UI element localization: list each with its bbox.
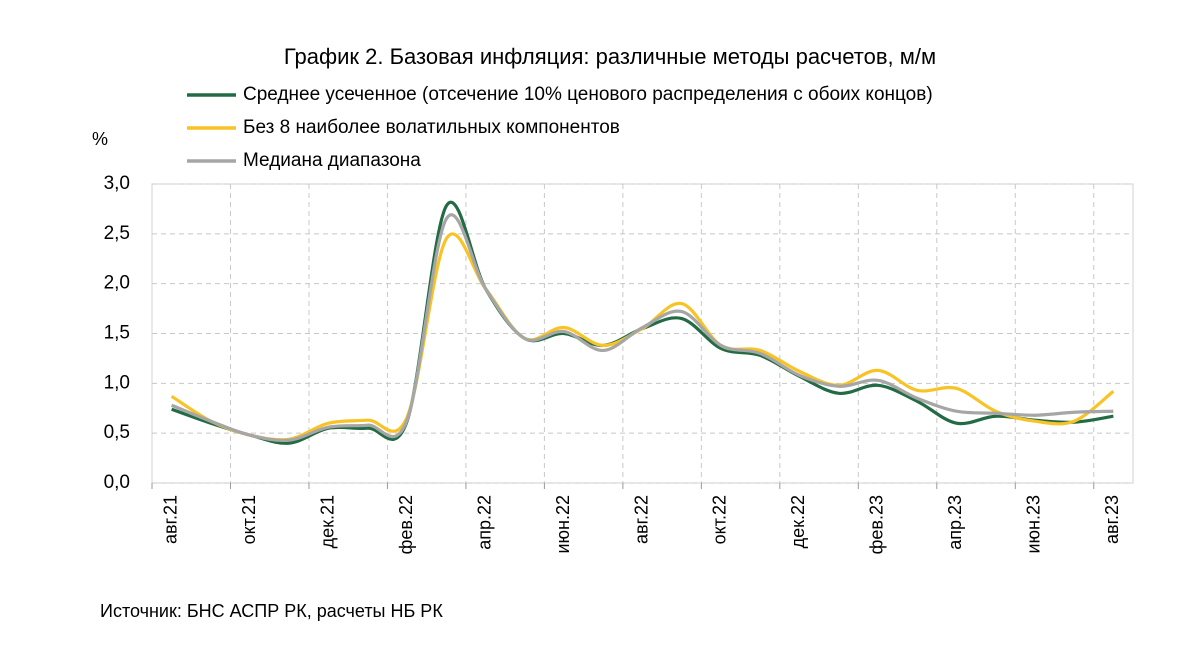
series-line bbox=[171, 200, 1114, 445]
series-line bbox=[170, 232, 1115, 442]
y-tick-label: 1,5 bbox=[104, 323, 130, 344]
x-tick-label: июн.23 bbox=[1024, 495, 1044, 554]
x-tick-label: дек.21 bbox=[317, 495, 337, 548]
x-tick-label: окт.22 bbox=[710, 495, 730, 544]
legend-label: Без 8 наиболее волатильных компонентов bbox=[243, 117, 620, 138]
x-tick-label: окт.21 bbox=[239, 495, 259, 544]
y-tick-label: 3,0 bbox=[104, 173, 130, 194]
x-tick-label: авг.21 bbox=[160, 495, 180, 544]
x-tick-label: авг.22 bbox=[631, 495, 651, 544]
x-tick-label: фев.23 bbox=[867, 495, 887, 554]
x-tick-label: авг.23 bbox=[1102, 495, 1122, 544]
x-tick-label: апр.22 bbox=[474, 495, 494, 550]
y-tick-label: 2,0 bbox=[104, 273, 130, 294]
y-axis-label: % bbox=[92, 129, 108, 149]
legend-label: Среднее усеченное (отсечение 10% ценовог… bbox=[243, 84, 933, 105]
y-tick-label: 1,0 bbox=[104, 372, 130, 393]
source: Источник: БНС АСПР РК, расчеты НБ РК bbox=[100, 601, 443, 621]
legend-label: Медиана диапазона bbox=[243, 150, 421, 171]
series-line bbox=[171, 213, 1114, 443]
x-tick-label: дек.22 bbox=[788, 495, 808, 548]
x-tick-label: фев.22 bbox=[396, 495, 416, 554]
x-tick-label: апр.23 bbox=[945, 495, 965, 550]
y-tick-label: 0,5 bbox=[104, 422, 130, 443]
chart-title: График 2. Базовая инфляция: различные ме… bbox=[284, 44, 936, 69]
y-tick-label: 2,5 bbox=[104, 223, 130, 244]
x-tick-label: июн.22 bbox=[553, 495, 573, 554]
y-tick-label: 0,0 bbox=[104, 472, 130, 493]
